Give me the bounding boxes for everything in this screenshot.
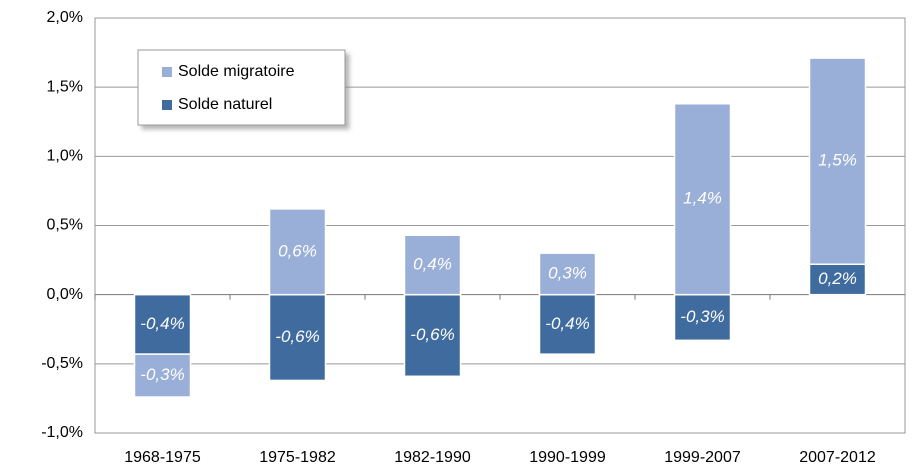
y-tick-label: 1,5% [47, 78, 83, 95]
bar-segment [538, 252, 597, 296]
bar-segment [538, 293, 597, 355]
value-label: 0,3% [548, 263, 587, 282]
legend-label: Solde naturel [178, 96, 272, 113]
value-label: 1,4% [683, 189, 722, 208]
value-label: -0,6% [410, 325, 454, 344]
value-label: -0,3% [680, 307, 724, 326]
bar-segment [673, 293, 732, 342]
legend-swatch [162, 100, 172, 110]
y-tick-label: 1,0% [47, 148, 83, 165]
y-tick-label: -0,5% [41, 355, 83, 372]
y-tick-label: 0,0% [47, 286, 83, 303]
bar-segment [133, 353, 192, 398]
x-tick-label: 1982-1990 [394, 449, 471, 466]
value-label: -0,4% [140, 314, 184, 333]
x-tick-label: 2007-2012 [799, 449, 876, 466]
bar-segment [403, 293, 462, 378]
x-tick-label: 1999-2007 [664, 449, 741, 466]
bar-segment [403, 234, 462, 296]
value-label: 0,2% [818, 269, 857, 288]
value-label: -0,6% [275, 327, 319, 346]
x-tick-label: 1990-1999 [529, 449, 606, 466]
bar-segment [673, 103, 732, 296]
legend: Solde migratoire Solde naturel [137, 49, 346, 126]
value-label: 0,4% [413, 254, 452, 273]
value-label: -0,4% [545, 314, 589, 333]
x-tick-label: 1968-1975 [124, 449, 201, 466]
value-label: 1,5% [818, 151, 857, 170]
legend-swatch [162, 67, 172, 77]
y-tick-label: 2,0% [47, 9, 83, 26]
y-tick-label: -1,0% [41, 424, 83, 441]
value-label: -0,3% [140, 365, 184, 384]
legend-box [137, 49, 346, 126]
bar-segment [808, 263, 867, 296]
value-label: 0,6% [278, 241, 317, 260]
y-tick-label: 0,5% [47, 217, 83, 234]
bar-segment [268, 208, 327, 296]
x-tick-label: 1975-1982 [259, 449, 336, 466]
legend-label: Solde migratoire [178, 63, 295, 80]
bar-segment [808, 57, 867, 265]
